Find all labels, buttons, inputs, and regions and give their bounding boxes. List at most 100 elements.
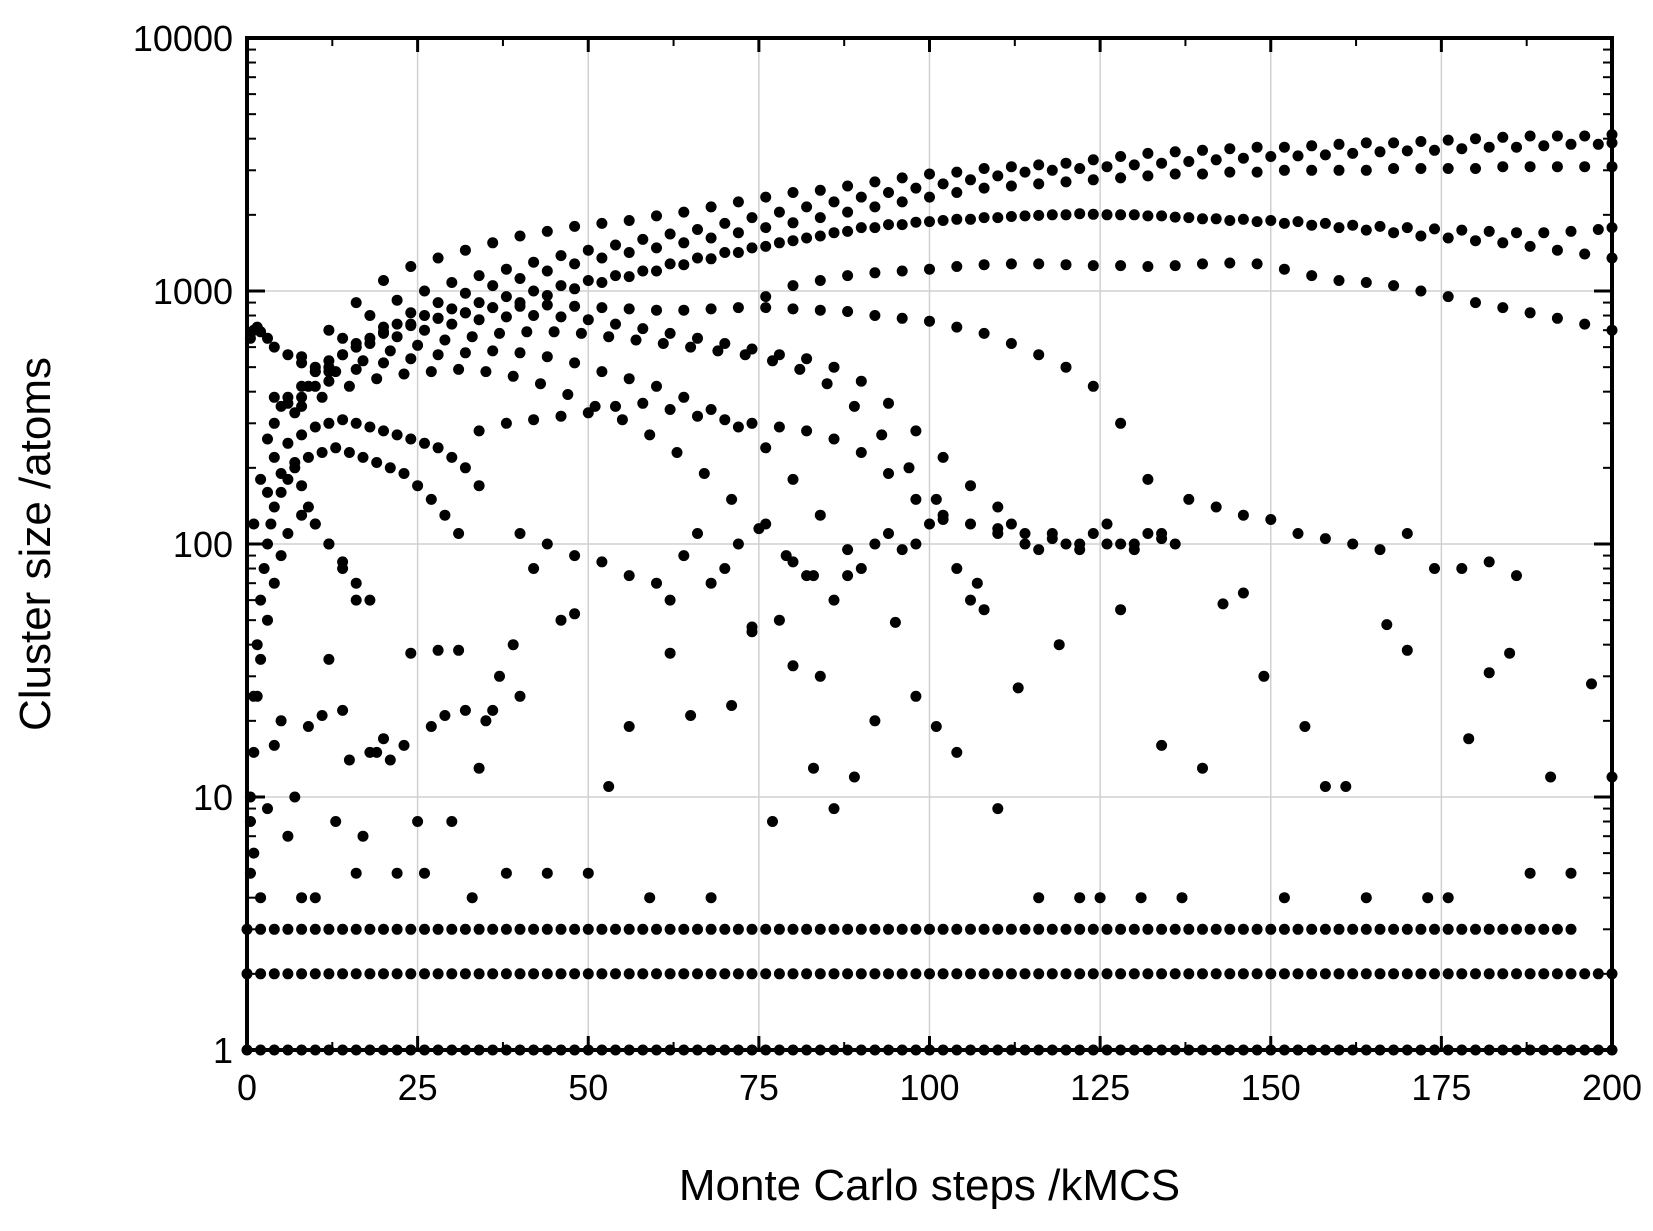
- data-point: [1565, 225, 1577, 237]
- data-point: [268, 391, 280, 403]
- data-point: [1060, 968, 1072, 980]
- data-point: [1319, 923, 1331, 935]
- data-point: [480, 366, 492, 378]
- data-point: [500, 417, 512, 429]
- data-point: [282, 923, 294, 935]
- data-point: [705, 404, 717, 415]
- data-point: [391, 968, 403, 980]
- data-point: [746, 212, 758, 224]
- data-point: [500, 263, 512, 275]
- data-point: [1101, 161, 1113, 173]
- data-point: [719, 563, 731, 574]
- data-point: [262, 614, 273, 626]
- data-point: [1251, 166, 1263, 178]
- data-point: [1210, 501, 1222, 513]
- data-point: [760, 291, 772, 303]
- data-point: [1374, 220, 1386, 232]
- data-point: [801, 570, 813, 582]
- data-point: [391, 923, 403, 935]
- data-point: [1087, 968, 1099, 980]
- data-point: [828, 361, 840, 373]
- data-point: [255, 473, 267, 485]
- data-point: [896, 196, 908, 208]
- data-point: [1060, 157, 1072, 169]
- data-point: [282, 968, 294, 980]
- data-point: [664, 647, 676, 659]
- data-point: [1470, 297, 1481, 309]
- data-point: [828, 968, 840, 980]
- data-point: [1415, 285, 1427, 297]
- data-point: [651, 968, 662, 980]
- data-point: [500, 923, 512, 935]
- data-point: [265, 518, 277, 530]
- data-point: [965, 594, 976, 606]
- data-point: [801, 923, 813, 935]
- data-point: [828, 594, 840, 606]
- data-point: [610, 318, 621, 330]
- data-point: [1183, 493, 1195, 505]
- data-point: [910, 425, 922, 437]
- x-axis-label: Monte Carlo steps /kMCS: [679, 1161, 1180, 1210]
- data-point: [616, 414, 628, 426]
- data-point: [459, 968, 471, 980]
- data-point: [262, 803, 273, 815]
- data-point: [1176, 892, 1188, 904]
- data-point: [678, 206, 690, 218]
- data-point: [855, 923, 867, 935]
- data-point: [794, 363, 806, 375]
- data-point: [896, 219, 908, 231]
- data-point: [732, 196, 744, 208]
- data-point: [746, 923, 758, 935]
- data-point: [746, 968, 758, 980]
- data-point: [282, 391, 294, 403]
- data-point: [337, 563, 349, 574]
- data-point: [1115, 260, 1127, 272]
- x-tick-label: 0: [237, 1067, 257, 1108]
- data-point: [541, 299, 553, 311]
- data-point: [1333, 923, 1345, 935]
- data-point: [869, 176, 881, 188]
- data-point: [1101, 923, 1113, 935]
- data-point: [364, 421, 376, 433]
- data-point: [1197, 762, 1208, 774]
- data-point: [1360, 277, 1372, 288]
- data-point: [760, 442, 772, 454]
- data-point: [746, 242, 758, 254]
- data-point: [1579, 130, 1591, 142]
- data-point: [1046, 528, 1058, 539]
- data-point: [773, 968, 785, 980]
- data-point: [801, 232, 813, 244]
- data-point: [296, 480, 308, 492]
- data-point: [432, 442, 444, 454]
- data-point: [1224, 968, 1236, 980]
- data-point: [541, 968, 553, 980]
- data-point: [364, 338, 376, 349]
- data-point: [951, 261, 963, 272]
- data-point: [855, 222, 867, 234]
- data-point: [596, 252, 608, 264]
- data-point: [296, 923, 308, 935]
- data-point: [1053, 639, 1065, 651]
- data-point: [316, 447, 328, 458]
- data-point: [678, 391, 690, 403]
- data-point: [350, 923, 362, 935]
- data-point: [1579, 968, 1591, 980]
- data-point: [678, 237, 690, 249]
- data-point: [371, 373, 383, 385]
- data-point: [924, 263, 935, 275]
- data-point: [603, 781, 615, 792]
- data-point: [255, 892, 267, 904]
- data-point: [419, 310, 430, 321]
- data-point: [419, 285, 430, 297]
- data-point: [1374, 146, 1386, 158]
- data-point: [569, 283, 581, 295]
- data-point: [1033, 209, 1045, 221]
- data-point: [924, 168, 935, 180]
- data-point: [1265, 923, 1277, 935]
- data-point: [494, 670, 505, 682]
- data-point: [1142, 210, 1154, 222]
- data-point: [555, 614, 567, 626]
- data-point: [582, 244, 594, 256]
- data-point: [965, 213, 976, 225]
